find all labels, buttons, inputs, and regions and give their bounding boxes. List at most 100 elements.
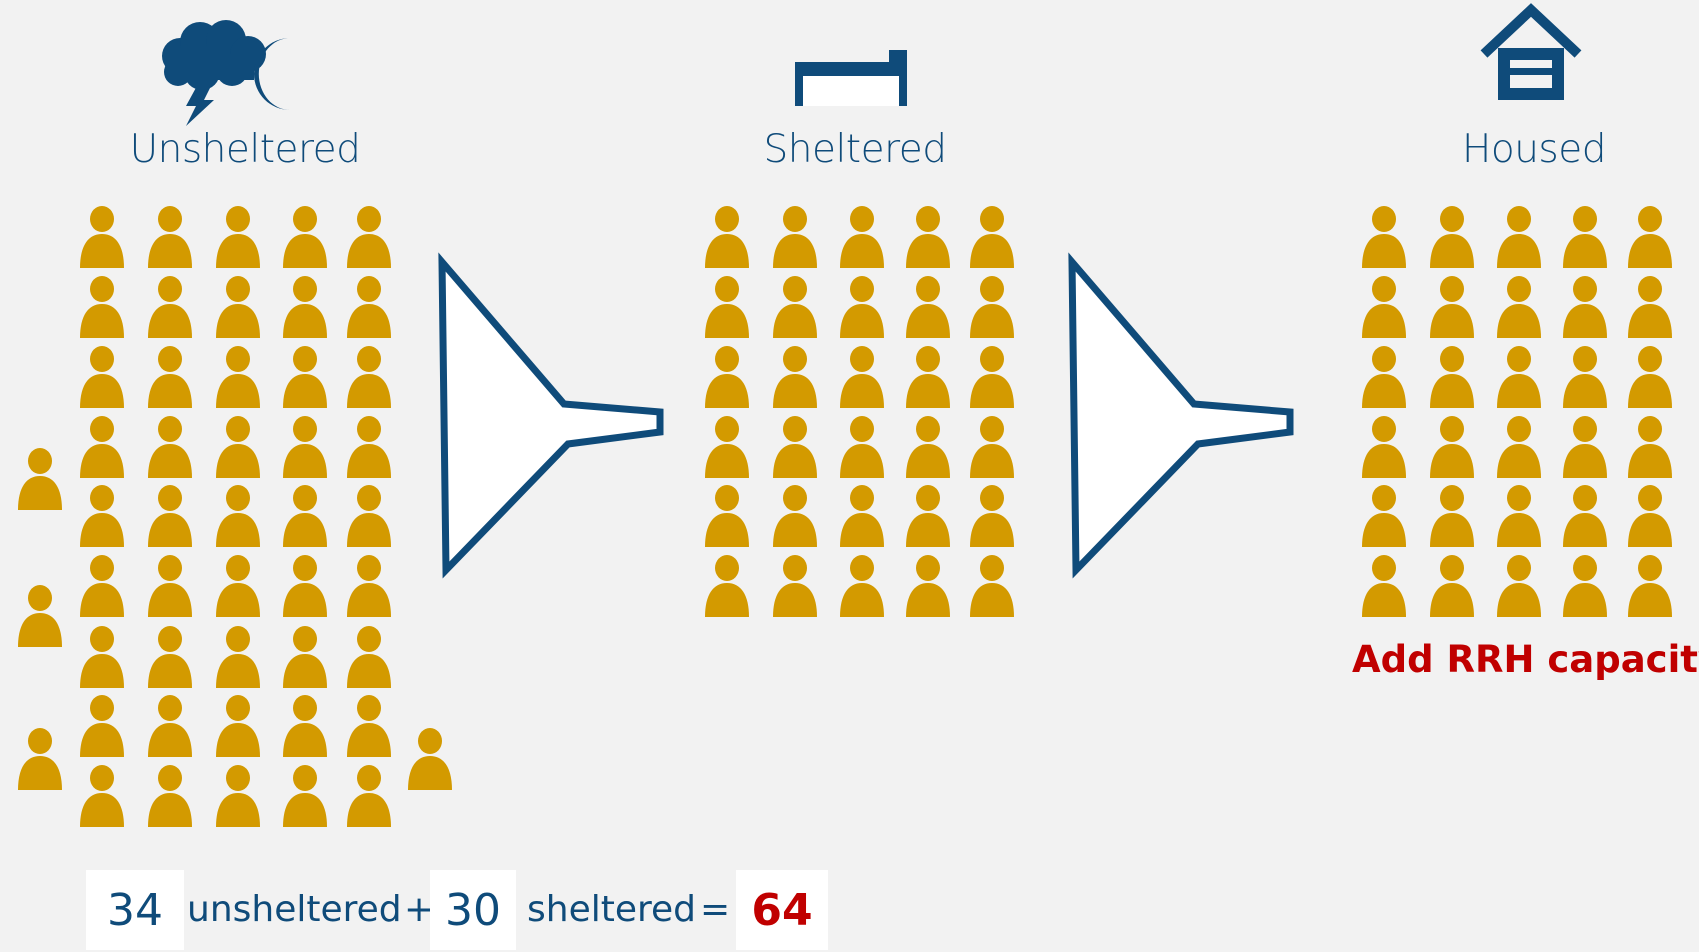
person-icon	[1362, 346, 1406, 408]
person-icon	[1563, 555, 1607, 617]
sheltered-text: sheltered	[527, 889, 696, 930]
plus-sign: +	[404, 889, 435, 930]
unsheltered-count-box: 34	[86, 870, 184, 950]
person-icon	[283, 626, 327, 688]
person-icon	[840, 276, 884, 338]
person-icon	[283, 276, 327, 338]
person-icon	[1628, 276, 1672, 338]
person-icon	[80, 695, 124, 757]
person-icon	[148, 276, 192, 338]
person-icon	[283, 206, 327, 268]
person-icon	[347, 416, 391, 478]
person-icon	[80, 206, 124, 268]
person-icon	[705, 555, 749, 617]
person-icon	[1430, 485, 1474, 547]
person-icon	[1362, 485, 1406, 547]
person-icon	[283, 416, 327, 478]
person-icon	[283, 765, 327, 827]
person-icon	[1362, 206, 1406, 268]
person-icon	[1563, 346, 1607, 408]
person-icon	[840, 555, 884, 617]
person-icon	[840, 485, 884, 547]
person-icon	[1497, 416, 1541, 478]
person-icon	[1362, 416, 1406, 478]
person-icon	[347, 485, 391, 547]
person-icon	[705, 206, 749, 268]
person-icon	[216, 416, 260, 478]
person-icon	[773, 416, 817, 478]
person-icon	[1430, 555, 1474, 617]
person-icon	[906, 485, 950, 547]
person-icon	[347, 765, 391, 827]
person-icon	[970, 416, 1014, 478]
person-icon	[970, 346, 1014, 408]
person-icon	[216, 276, 260, 338]
person-icon	[80, 626, 124, 688]
person-icon	[773, 555, 817, 617]
person-icon	[1628, 346, 1672, 408]
bed-icon	[795, 50, 907, 106]
person-icon	[1430, 346, 1474, 408]
funnel-sheltered-to-housed	[1068, 252, 1294, 579]
person-icon	[773, 276, 817, 338]
person-icon	[906, 346, 950, 408]
person-icon	[970, 276, 1014, 338]
person-icon	[1430, 206, 1474, 268]
person-icon	[18, 728, 62, 790]
house-icon	[1480, 3, 1582, 100]
person-icon	[347, 276, 391, 338]
total-box: 64	[736, 870, 828, 950]
person-icon	[148, 555, 192, 617]
person-icon	[283, 346, 327, 408]
person-icon	[1497, 555, 1541, 617]
person-icon	[216, 206, 260, 268]
person-icon	[148, 485, 192, 547]
person-icon	[840, 416, 884, 478]
unsheltered-count: 34	[107, 884, 163, 936]
person-icon	[773, 485, 817, 547]
person-icon	[906, 276, 950, 338]
person-icon	[18, 585, 62, 647]
person-icon	[1628, 416, 1672, 478]
person-icon	[1430, 276, 1474, 338]
person-icon	[216, 695, 260, 757]
person-icon	[283, 555, 327, 617]
person-icon	[1497, 346, 1541, 408]
funnel-unsheltered-to-sheltered	[438, 252, 664, 579]
person-icon	[1563, 416, 1607, 478]
person-icon	[1628, 206, 1672, 268]
person-icon	[773, 206, 817, 268]
add-rrh-capacity-callout: Add RRH capacity	[1352, 638, 1699, 681]
person-icon	[1497, 276, 1541, 338]
person-icon	[1430, 416, 1474, 478]
person-icon	[347, 555, 391, 617]
person-icon	[80, 346, 124, 408]
stage-label-sheltered: Sheltered	[763, 127, 947, 172]
person-icon	[148, 416, 192, 478]
person-icon	[1362, 276, 1406, 338]
person-icon	[347, 346, 391, 408]
person-icon	[80, 276, 124, 338]
person-icon	[970, 555, 1014, 617]
person-icon	[148, 695, 192, 757]
person-icon	[1628, 485, 1672, 547]
storm-cloud-moon-icon	[162, 20, 290, 126]
person-icon	[283, 485, 327, 547]
person-icon	[1362, 555, 1406, 617]
person-icon	[347, 206, 391, 268]
person-icon	[1628, 555, 1672, 617]
person-icon	[216, 555, 260, 617]
person-icon	[1497, 485, 1541, 547]
person-icon	[148, 765, 192, 827]
person-icon	[80, 485, 124, 547]
person-icon	[216, 485, 260, 547]
equals-sign: =	[700, 889, 731, 930]
person-icon	[148, 626, 192, 688]
person-icon	[1563, 206, 1607, 268]
person-icon	[906, 206, 950, 268]
person-icon	[970, 206, 1014, 268]
sheltered-count: 30	[445, 884, 501, 936]
person-icon	[1563, 485, 1607, 547]
person-icon	[216, 765, 260, 827]
person-icon	[906, 555, 950, 617]
